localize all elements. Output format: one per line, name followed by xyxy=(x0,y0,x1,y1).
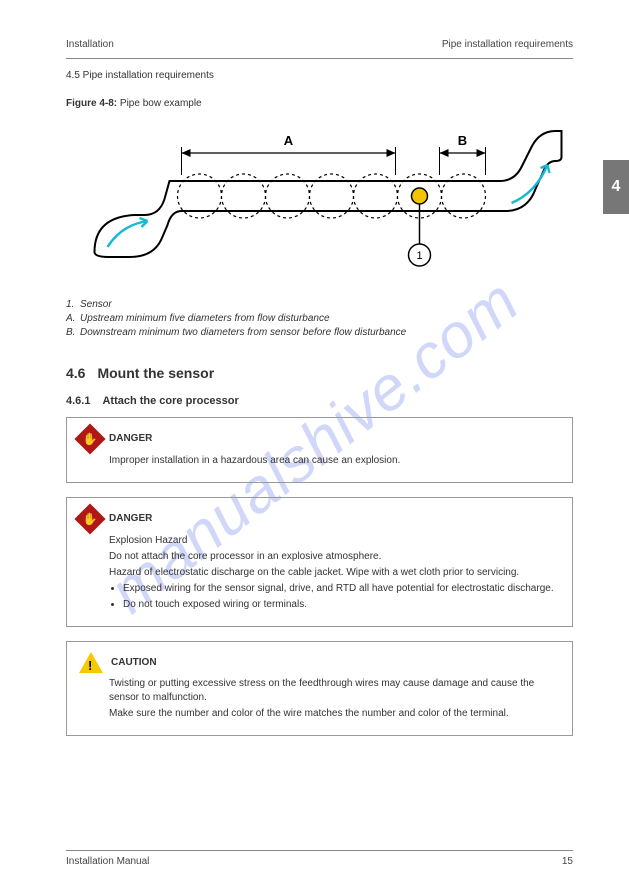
subsection-number: 4.6.1 xyxy=(66,394,90,409)
box-line: Twisting or putting excessive stress on … xyxy=(109,677,560,705)
box-bullet: Exposed wiring for the sensor signal, dr… xyxy=(123,582,560,596)
subsection-title: Attach the core processor xyxy=(102,394,238,409)
caption-row: B.Downstream minimum two diameters from … xyxy=(66,326,573,340)
page-content: Installation Pipe installation requireme… xyxy=(0,0,629,780)
hand-icon: ✋ xyxy=(83,511,98,528)
footer-page-number: 15 xyxy=(562,855,573,869)
box-title: DANGER xyxy=(109,432,152,446)
caption-text: Upstream minimum five diameters from flo… xyxy=(80,313,330,324)
box-header: ✋ DANGER xyxy=(79,428,560,450)
caption-text: Sensor xyxy=(80,299,112,310)
header-left: Installation xyxy=(66,38,114,52)
figure-label-prefix: Figure 4-8: xyxy=(66,98,117,109)
box-line: Do not attach the core processor in an e… xyxy=(109,550,560,564)
subsection-heading: 4.6.1 Attach the core processor xyxy=(66,394,573,409)
section-breadcrumb: 4.5 Pipe installation requirements xyxy=(66,69,573,83)
box-title: DANGER xyxy=(109,512,152,526)
footer-left: Installation Manual xyxy=(66,855,149,869)
caution-icon xyxy=(79,652,103,673)
caution-box: CAUTION Twisting or putting excessive st… xyxy=(66,641,573,736)
section-heading: 4.6 Mount the sensor xyxy=(66,364,573,384)
header-right: Pipe installation requirements xyxy=(442,38,573,52)
box-line: Hazard of electrostatic discharge on the… xyxy=(109,566,560,580)
caption-text: Downstream minimum two diameters from se… xyxy=(80,327,406,338)
sensor-callout-number: 1 xyxy=(416,250,422,262)
dim-b-label: B xyxy=(458,133,467,148)
caption-num: A. xyxy=(66,312,80,326)
section-title: Mount the sensor xyxy=(97,364,214,384)
header-rule xyxy=(66,58,573,59)
box-line: Explosion Hazard xyxy=(109,534,560,548)
danger-box-1: ✋ DANGER Improper installation in a haza… xyxy=(66,417,573,483)
caption-num: 1. xyxy=(66,298,80,312)
section-number: 4.6 xyxy=(66,364,85,384)
pipe-diagram: 1 A B xyxy=(66,117,573,287)
page-header: Installation Pipe installation requireme… xyxy=(66,38,573,52)
danger-icon: ✋ xyxy=(74,504,105,535)
danger-box-2: ✋ DANGER Explosion Hazard Do not attach … xyxy=(66,497,573,627)
box-header: CAUTION xyxy=(79,652,560,673)
box-title: CAUTION xyxy=(111,656,157,670)
box-line: Make sure the number and color of the wi… xyxy=(109,707,560,721)
figure-caption: 1.Sensor A.Upstream minimum five diamete… xyxy=(66,298,573,340)
box-text: Improper installation in a hazardous are… xyxy=(109,454,560,468)
box-header: ✋ DANGER xyxy=(79,508,560,530)
box-bullets: Exposed wiring for the sensor signal, dr… xyxy=(123,582,560,612)
caption-row: 1.Sensor xyxy=(66,298,573,312)
box-bullet: Do not touch exposed wiring or terminals… xyxy=(123,598,560,612)
page-footer: Installation Manual 15 xyxy=(66,850,573,869)
hand-icon: ✋ xyxy=(83,431,98,448)
caption-row: A.Upstream minimum five diameters from f… xyxy=(66,312,573,326)
caption-num: B. xyxy=(66,326,80,340)
dim-a-label: A xyxy=(284,133,294,148)
figure-label: Figure 4-8: Pipe bow example xyxy=(66,97,573,111)
figure-label-text: Pipe bow example xyxy=(120,98,202,109)
danger-icon: ✋ xyxy=(74,424,105,455)
